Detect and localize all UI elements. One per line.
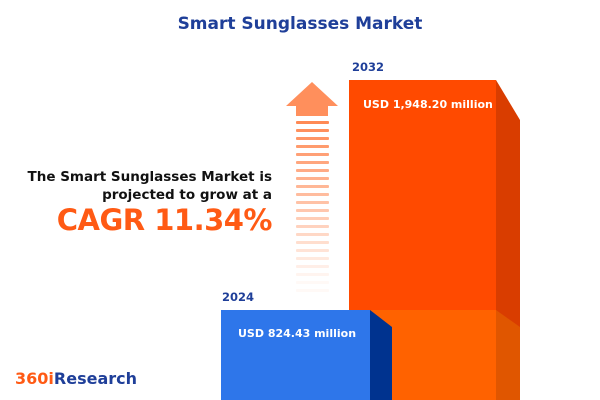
value-label-2032: USD 1,948.20 million xyxy=(363,98,493,111)
year-label-2032: 2032 xyxy=(352,60,385,74)
bar-2024 xyxy=(221,310,392,400)
year-label-2024: 2024 xyxy=(222,290,255,304)
logo-360iresearch: 360iResearch xyxy=(15,369,137,388)
cagr-lead-text: The Smart Sunglasses Market is projected… xyxy=(28,168,272,204)
logo-part-1: 360i xyxy=(15,369,54,388)
value-label-2024: USD 824.43 million xyxy=(238,327,357,340)
logo-part-2: Research xyxy=(53,369,137,388)
lead-line-1: The Smart Sunglasses Market is xyxy=(27,169,272,185)
chart-title: Smart Sunglasses Market xyxy=(177,14,423,34)
cagr-value: CAGR 11.34% xyxy=(56,203,273,237)
lead-line-2: projected to grow at a xyxy=(102,187,272,203)
